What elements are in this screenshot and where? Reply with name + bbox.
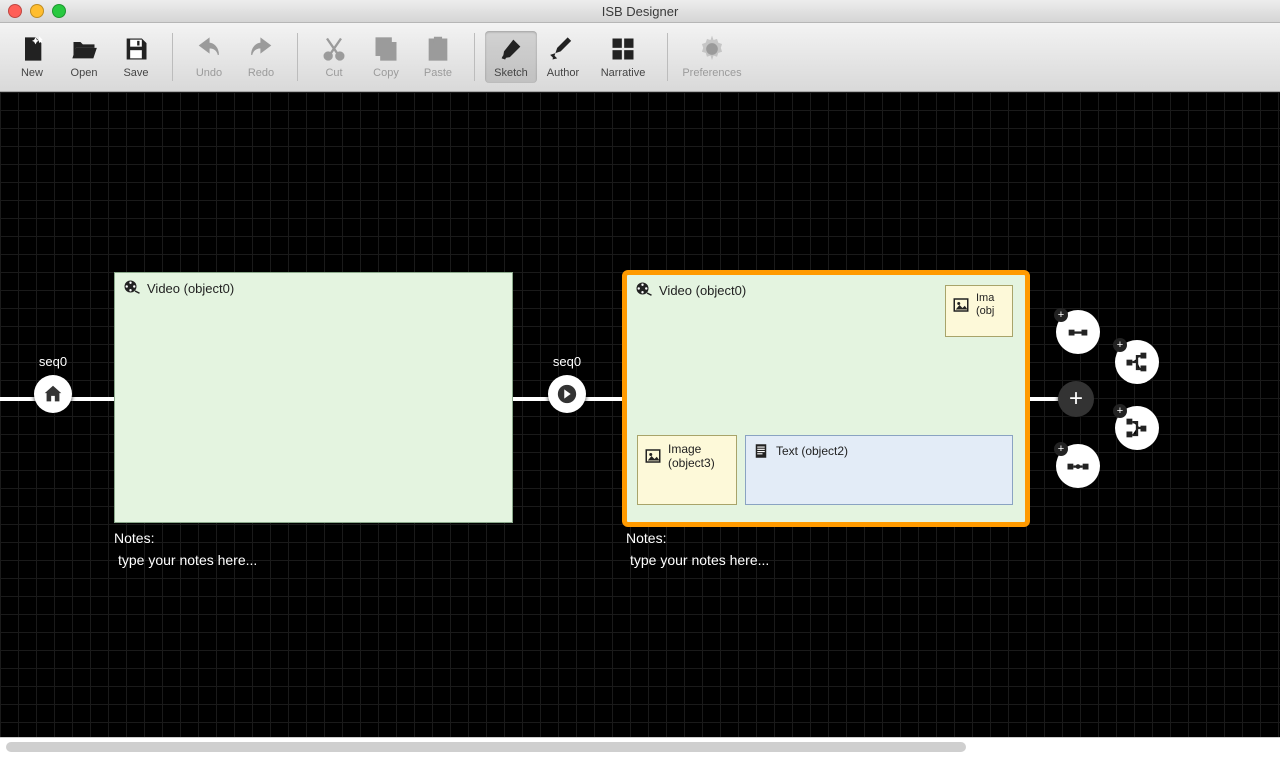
copy-label: Copy: [373, 67, 399, 79]
edge: [1030, 397, 1060, 401]
image-small-label1: Ima: [976, 292, 994, 305]
text-label: Text (object2): [776, 444, 848, 458]
window-title: ISB Designer: [0, 4, 1280, 19]
narrative-grid-icon: [609, 35, 637, 63]
paste-button[interactable]: Paste: [412, 31, 464, 83]
notes-label: Notes:: [114, 530, 154, 546]
narrative-label: Narrative: [601, 67, 646, 79]
undo-icon: [195, 35, 223, 63]
image-icon: [644, 447, 662, 465]
toolbar-group-clipboard: Cut Copy Paste: [308, 31, 464, 83]
plus-icon: +: [1069, 385, 1083, 413]
open-button[interactable]: Open: [58, 31, 110, 83]
plus-badge-icon: +: [1113, 404, 1127, 418]
arrow-right-icon: [548, 375, 586, 413]
sketch-canvas[interactable]: seq0 seq0 Video (object0) Notes: type yo…: [0, 92, 1280, 756]
redo-button[interactable]: Redo: [235, 31, 287, 83]
add-option-branch[interactable]: +: [1115, 406, 1159, 450]
preferences-button[interactable]: Preferences: [678, 31, 746, 83]
sequence-label: seq0: [39, 354, 67, 369]
open-label: Open: [71, 67, 98, 79]
gear-icon: [698, 35, 726, 63]
toolbar-group-mode: Sketch Author Narrative: [485, 31, 657, 83]
plus-badge-icon: +: [1113, 338, 1127, 352]
cut-button[interactable]: Cut: [308, 31, 360, 83]
window-titlebar: ISB Designer: [0, 0, 1280, 23]
notes-label: Notes:: [626, 530, 666, 546]
new-button[interactable]: New: [6, 31, 58, 83]
toolbar-separator: [667, 33, 668, 81]
option-linear-icon: [1064, 452, 1092, 480]
sketch-mode-button[interactable]: Sketch: [485, 31, 537, 83]
video-reel-icon: [123, 279, 141, 297]
save-label: Save: [123, 67, 148, 79]
video-reel-icon: [635, 281, 653, 299]
paste-icon: [424, 35, 452, 63]
redo-icon: [247, 35, 275, 63]
image-label2: (object3): [668, 456, 715, 470]
image-object[interactable]: Image (object3): [637, 435, 737, 505]
text-object[interactable]: Text (object2): [745, 435, 1013, 505]
option-tree-icon: [1123, 348, 1151, 376]
author-label: Author: [547, 67, 579, 79]
option-flat-icon: [1064, 318, 1092, 346]
panel-title-text: Video (object0): [659, 283, 746, 298]
save-icon: [122, 35, 150, 63]
toolbar-group-edit: Undo Redo: [183, 31, 287, 83]
redo-label: Redo: [248, 67, 274, 79]
option-branch-icon: [1123, 414, 1151, 442]
narrative-mode-button[interactable]: Narrative: [589, 31, 657, 83]
image-icon: [952, 296, 970, 314]
copy-button[interactable]: Copy: [360, 31, 412, 83]
text-doc-icon: [752, 442, 770, 460]
preferences-label: Preferences: [682, 67, 741, 79]
sequence-anchor-next[interactable]: seq0: [548, 354, 586, 413]
sketch-brush-icon: [497, 35, 525, 63]
toolbar-group-file: New Open Save: [6, 31, 162, 83]
new-file-icon: [18, 35, 46, 63]
image-label1: Image: [668, 442, 715, 456]
add-option-tree[interactable]: +: [1115, 340, 1159, 384]
panel-title-text: Video (object0): [147, 281, 234, 296]
sketch-label: Sketch: [494, 67, 528, 79]
paste-label: Paste: [424, 67, 452, 79]
author-mode-button[interactable]: Author: [537, 31, 589, 83]
undo-button[interactable]: Undo: [183, 31, 235, 83]
home-icon: [34, 375, 72, 413]
panel-title: Video (object0): [635, 281, 746, 299]
toolbar-separator: [474, 33, 475, 81]
image-small-label2: (obj: [976, 305, 994, 318]
toolbar-group-prefs: Preferences: [678, 31, 746, 83]
sequence-anchor-home[interactable]: seq0: [34, 354, 72, 413]
open-folder-icon: [70, 35, 98, 63]
toolbar: New Open Save Undo Redo Cut Copy: [0, 23, 1280, 92]
new-label: New: [21, 67, 43, 79]
plus-badge-icon: +: [1054, 308, 1068, 322]
toolbar-separator: [297, 33, 298, 81]
cut-label: Cut: [325, 67, 342, 79]
add-option-linear[interactable]: +: [1056, 444, 1100, 488]
save-button[interactable]: Save: [110, 31, 162, 83]
plus-badge-icon: +: [1054, 442, 1068, 456]
copy-icon: [372, 35, 400, 63]
panel-title: Video (object0): [123, 279, 234, 297]
author-pen-icon: [549, 35, 577, 63]
image-object-small[interactable]: Ima (obj: [945, 285, 1013, 337]
scene-panel[interactable]: Video (object0): [114, 272, 513, 523]
cut-icon: [320, 35, 348, 63]
undo-label: Undo: [196, 67, 222, 79]
horizontal-scrollbar[interactable]: [0, 737, 1280, 756]
notes-placeholder[interactable]: type your notes here...: [630, 552, 769, 568]
add-node-hub[interactable]: +: [1058, 381, 1094, 417]
scene-panel-selected[interactable]: Video (object0) Ima (obj Image (object3): [622, 270, 1030, 527]
scrollbar-thumb[interactable]: [6, 742, 966, 752]
notes-placeholder[interactable]: type your notes here...: [118, 552, 257, 568]
toolbar-separator: [172, 33, 173, 81]
add-option-flat[interactable]: +: [1056, 310, 1100, 354]
sequence-label: seq0: [553, 354, 581, 369]
